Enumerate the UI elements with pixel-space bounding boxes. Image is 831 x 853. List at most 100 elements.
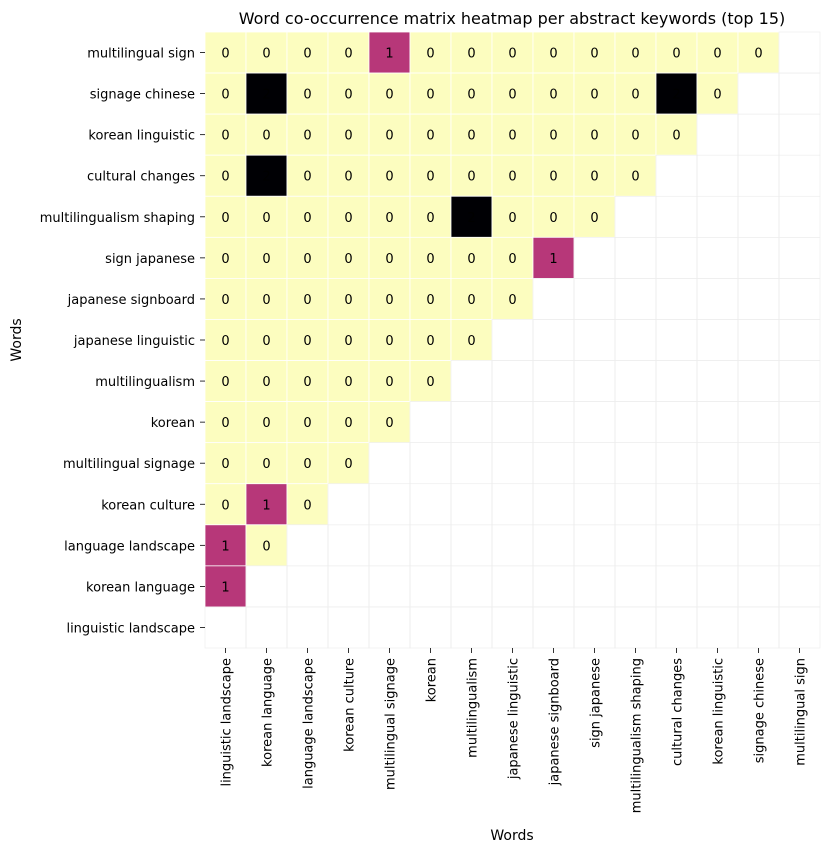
masked-cell (409, 524, 452, 567)
masked-cell (573, 401, 616, 443)
cell-value: 0 (754, 47, 762, 62)
cell-value: 0 (508, 211, 516, 226)
masked-cell (696, 606, 739, 649)
masked-cell (614, 524, 657, 567)
cell-value: 0 (426, 375, 434, 390)
cell-value: 0 (385, 252, 393, 267)
cell-value: 0 (262, 375, 270, 390)
heatmap-cell (491, 277, 534, 320)
cell-value: 0 (631, 129, 639, 144)
masked-cell (614, 606, 657, 649)
masked-cell (573, 483, 616, 526)
cell-value: 2 (262, 170, 270, 185)
cell-value: 0 (385, 211, 393, 226)
heatmap-cell (327, 72, 370, 115)
masked-cell (532, 278, 575, 320)
masked-cell (778, 237, 821, 279)
cell-value: 0 (631, 170, 639, 185)
cell-value: 0 (344, 375, 352, 390)
heatmap-cell (491, 72, 534, 115)
masked-cell (491, 442, 534, 485)
heatmap-cell (327, 319, 370, 361)
masked-cell (737, 195, 780, 238)
heatmap-cell (368, 195, 411, 238)
cell-value: 0 (303, 416, 311, 431)
masked-cell (737, 360, 780, 402)
heatmap-cell (327, 442, 370, 485)
x-axis-ticks: linguistic landscape korean language langu… (220, 648, 809, 813)
cell-value: 0 (262, 129, 270, 144)
cell-value: 0 (549, 211, 557, 226)
cell-value: 0 (508, 88, 516, 103)
heatmap-cell (655, 113, 698, 156)
masked-cell (286, 524, 329, 567)
heatmap-cell (286, 195, 329, 238)
masked-cell (614, 237, 657, 279)
masked-cell (409, 606, 452, 649)
masked-cell (655, 442, 698, 485)
heatmap-cell (245, 113, 288, 156)
x-tick-cultural-changes: cultural changes (671, 658, 686, 766)
masked-cell (778, 195, 821, 238)
y-tick-multilingualism: multilingualism (95, 375, 195, 390)
cell-value: 0 (344, 293, 352, 308)
chart-title: Word co-occurrence matrix heatmap per ab… (239, 9, 786, 28)
cell-value: 0 (426, 211, 434, 226)
heatmap-cell (368, 72, 411, 115)
cell-value: 1 (385, 47, 393, 62)
heatmap-cell (245, 72, 288, 115)
heatmap-cell (245, 319, 288, 361)
cell-value: 0 (344, 129, 352, 144)
heatmap-cell (327, 195, 370, 238)
masked-cell (532, 483, 575, 526)
y-tick-language-landscape: language landscape (64, 539, 195, 554)
cell-value: 0 (303, 211, 311, 226)
cell-value: 0 (262, 252, 270, 267)
masked-cell (532, 319, 575, 361)
masked-cell (614, 360, 657, 402)
y-tick-multilingual-sign: multilingual sign (87, 47, 195, 62)
heatmap-cell (614, 154, 657, 197)
masked-cell (778, 360, 821, 402)
cell-value: 0 (713, 47, 721, 62)
masked-cell (614, 278, 657, 320)
cell-value: 0 (303, 47, 311, 62)
masked-cell (450, 524, 493, 567)
heatmap-cell (409, 236, 452, 279)
masked-cell (573, 565, 616, 608)
cell-value: 0 (508, 252, 516, 267)
cell-value: 0 (344, 334, 352, 349)
heatmap-cell (409, 319, 452, 361)
cell-value: 0 (221, 170, 229, 185)
cell-value: 0 (426, 129, 434, 144)
masked-cell (778, 278, 821, 320)
cell-value: 0 (508, 47, 516, 62)
heatmap-cell (204, 113, 247, 156)
masked-cell (573, 524, 616, 567)
masked-cell (450, 401, 493, 443)
masked-cell (696, 401, 739, 443)
masked-cell (491, 524, 534, 567)
heatmap-cell (204, 565, 247, 608)
x-tick-multilingual-sign: multilingual sign (794, 658, 809, 766)
x-tick-korean: korean (425, 658, 440, 702)
cell-value: 0 (385, 375, 393, 390)
masked-cell (327, 565, 370, 608)
cell-value: 0 (385, 416, 393, 431)
cell-value: 2 (672, 88, 680, 103)
heatmap-cell (450, 72, 493, 115)
cell-value: 0 (303, 375, 311, 390)
masked-cell (245, 565, 288, 608)
cell-value: 0 (221, 334, 229, 349)
cell-value: 0 (549, 47, 557, 62)
heatmap-cell (409, 72, 452, 115)
masked-cell (696, 483, 739, 526)
masked-cell (614, 195, 657, 238)
cell-value: 0 (262, 293, 270, 308)
masked-cell (655, 195, 698, 238)
cell-value: 0 (385, 170, 393, 185)
masked-cell (696, 195, 739, 238)
heatmap-cells (204, 31, 821, 649)
cell-value: 0 (631, 47, 639, 62)
cell-value: 0 (467, 170, 475, 185)
